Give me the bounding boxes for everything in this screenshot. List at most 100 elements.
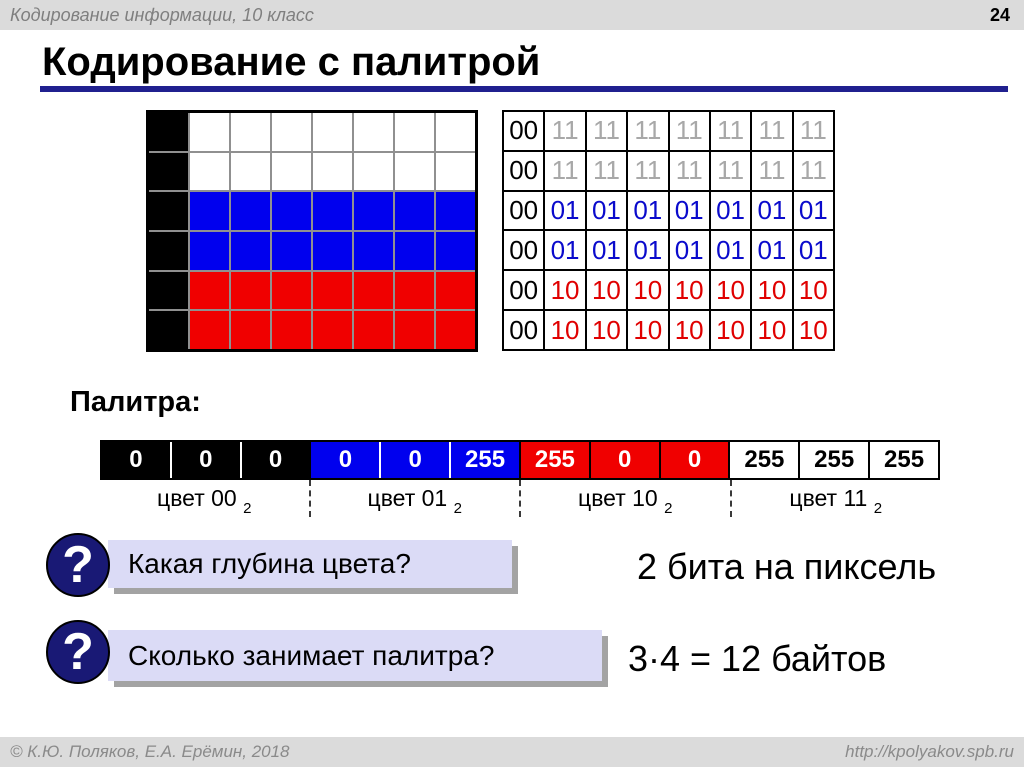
palette-bar: 0 0 0 0 0 255 255 0 0 255 255 255 xyxy=(100,440,940,480)
code-cell: 11 xyxy=(793,151,833,190)
code-cell: 01 xyxy=(545,231,585,270)
flag-pixel-red xyxy=(272,311,311,349)
flag-pixel-black xyxy=(149,192,188,230)
palette-value-cell: 0 xyxy=(169,442,240,478)
code-cell: 11 xyxy=(628,112,668,150)
flag-pixel-white xyxy=(272,152,311,191)
code-cell: 11 xyxy=(628,151,668,190)
code-cell: 10 xyxy=(545,271,585,310)
breadcrumb: Кодирование информации, 10 класс xyxy=(10,4,314,25)
flag-pixel-blue xyxy=(313,232,352,270)
code-cell: 11 xyxy=(669,151,709,190)
flag-pixel-red xyxy=(436,311,475,349)
code-cell: 01 xyxy=(586,231,627,270)
flag-pixel-blue xyxy=(231,232,270,270)
code-cell: 11 xyxy=(586,151,627,190)
code-cell: 01 xyxy=(669,191,709,230)
code-cell: 11 xyxy=(752,151,792,190)
code-cell: 11 xyxy=(669,112,709,150)
palette-caption: цвет 00 2 xyxy=(157,485,252,517)
flag-pixel-blue xyxy=(395,192,434,230)
code-cell: 11 xyxy=(710,151,751,190)
code-cell: 01 xyxy=(628,191,668,230)
flag-pixel-black xyxy=(149,271,188,310)
flag-pixel-blue xyxy=(272,192,311,230)
code-cell: 01 xyxy=(752,231,792,270)
flag-pixel-red xyxy=(190,271,229,310)
question-mark-icon: ? xyxy=(46,533,110,597)
code-cell: 10 xyxy=(628,271,668,310)
code-cell: 11 xyxy=(586,112,627,150)
code-cell: 10 xyxy=(793,311,833,349)
page-title: Кодирование с палитрой xyxy=(42,40,541,84)
palette-value-cell: 255 xyxy=(868,442,938,478)
code-cell: 01 xyxy=(752,191,792,230)
flag-pixel-white xyxy=(313,152,352,191)
answer-palette-size: 3·4 = 12 байтов xyxy=(628,638,887,679)
flag-pixel-blue xyxy=(313,192,352,230)
code-cell: 10 xyxy=(545,311,585,349)
flag-pixel-black xyxy=(149,152,188,191)
palette-value-cell: 0 xyxy=(239,442,310,478)
palette-value-cell: 0 xyxy=(379,442,450,478)
footer-copyright: © К.Ю. Поляков, Е.А. Ерёмин, 2018 xyxy=(10,742,290,761)
question-box-color-depth: Какая глубина цвета? xyxy=(108,540,512,588)
code-cell: 10 xyxy=(628,311,668,349)
flag-pixel-red xyxy=(313,271,352,310)
flag-pixel-red xyxy=(313,311,352,349)
code-cell: 11 xyxy=(545,112,585,150)
code-table: 00 11 11 11 11 11 11 11 00 11 11 11 11 11 11 11 00 01 01 01… xyxy=(502,110,835,351)
flag-pixel-red xyxy=(436,271,475,310)
palette-caption: цвет 11 2 xyxy=(729,480,941,517)
palette-label: Палитра: xyxy=(70,386,201,418)
flag-pixel-blue xyxy=(231,192,270,230)
palette-value-cell: 0 xyxy=(309,442,380,478)
palette-value-cell: 255 xyxy=(798,442,869,478)
code-cell: 11 xyxy=(545,151,585,190)
code-cell: 00 xyxy=(504,191,544,230)
flag-pixel-red xyxy=(354,311,393,349)
flag-pixel-blue xyxy=(190,232,229,270)
flag-pixel-white xyxy=(395,113,434,151)
code-cell: 10 xyxy=(669,271,709,310)
flag-pixel-blue xyxy=(272,232,311,270)
flag-pixel-white xyxy=(272,113,311,151)
question-mark-glyph: ? xyxy=(62,623,94,681)
code-cell: 11 xyxy=(710,112,751,150)
palette-value-cell: 255 xyxy=(728,442,799,478)
code-cell: 01 xyxy=(586,191,627,230)
flag-pixel-blue xyxy=(395,232,434,270)
code-cell: 01 xyxy=(710,231,751,270)
code-cell: 11 xyxy=(752,112,792,150)
code-cell: 00 xyxy=(504,311,544,349)
flag-pixel-white xyxy=(313,113,352,151)
flag-pixel-white xyxy=(436,113,475,151)
header-bar: Кодирование информации, 10 класс 24 xyxy=(0,0,1024,30)
title-underline xyxy=(40,86,1008,92)
question-text: Какая глубина цвета? xyxy=(128,548,411,579)
code-cell: 00 xyxy=(504,271,544,310)
palette-captions: цвет 00 2 цвет 01 2 цвет 10 2 цвет 11 2 xyxy=(100,480,940,517)
code-cell: 10 xyxy=(752,311,792,349)
footer-url: http://kpolyakov.spb.ru xyxy=(845,742,1014,761)
palette-value-cell: 255 xyxy=(518,442,589,478)
flag-pixel-white xyxy=(395,152,434,191)
code-cell: 10 xyxy=(710,311,751,349)
flag-pixel-white xyxy=(231,113,270,151)
flag-pixel-red xyxy=(190,311,229,349)
code-cell: 00 xyxy=(504,231,544,270)
code-cell: 01 xyxy=(710,191,751,230)
code-cell: 01 xyxy=(793,191,833,230)
flag-pixel-red xyxy=(395,311,434,349)
palette-value-cell: 0 xyxy=(588,442,659,478)
pixel-image-grid xyxy=(146,110,478,352)
palette-value-cell: 0 xyxy=(658,442,729,478)
code-cell: 10 xyxy=(586,311,627,349)
flag-pixel-red xyxy=(272,271,311,310)
flag-pixel-white xyxy=(231,152,270,191)
flag-pixel-white xyxy=(354,113,393,151)
flag-pixel-blue xyxy=(190,192,229,230)
flag-pixel-white xyxy=(354,152,393,191)
code-cell: 11 xyxy=(793,112,833,150)
